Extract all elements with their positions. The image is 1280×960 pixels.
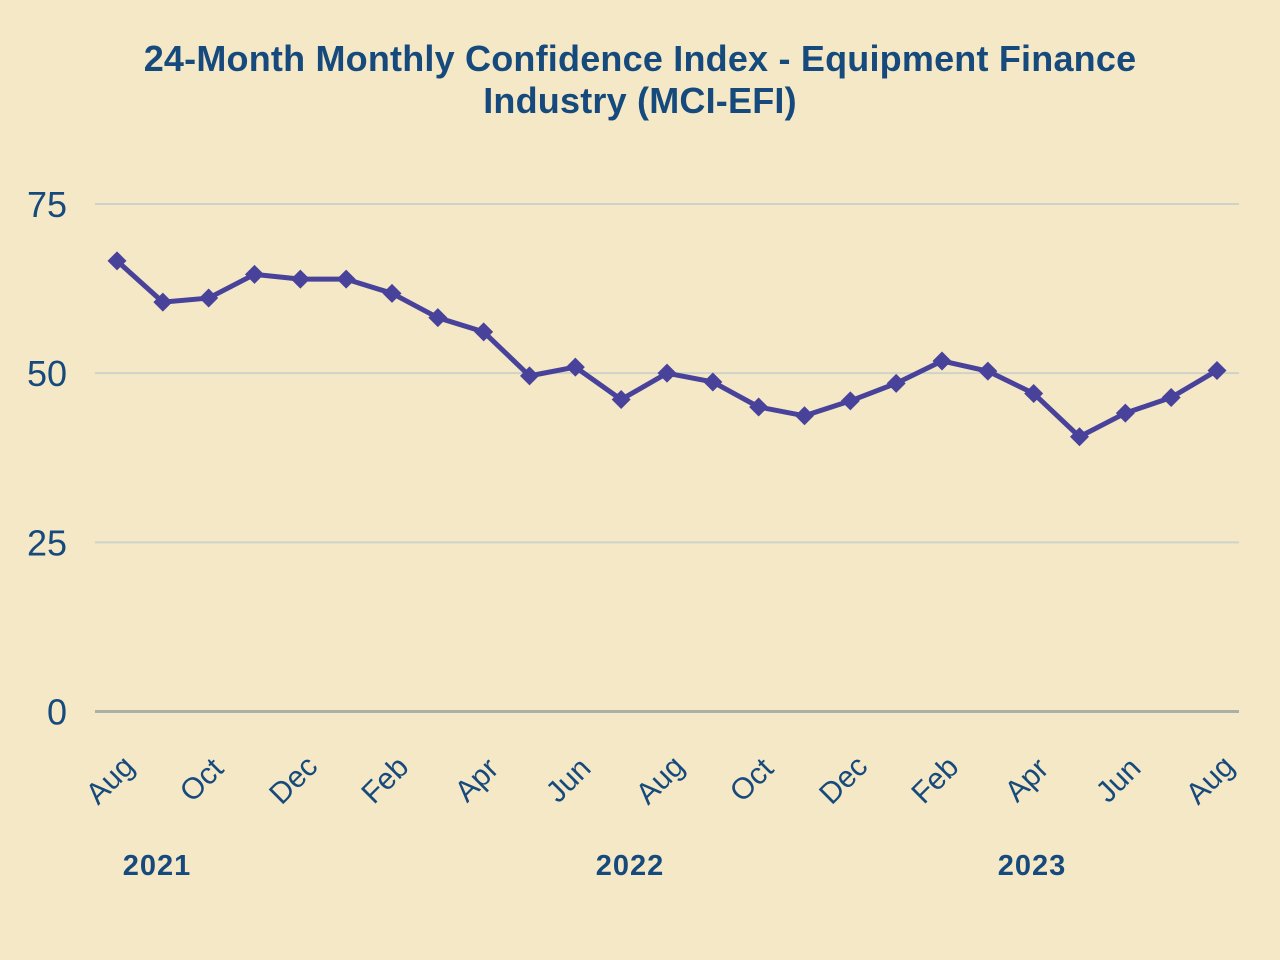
data-point-marker — [428, 308, 448, 328]
mci-efi-series-line — [114, 258, 1220, 440]
data-point-marker — [1069, 427, 1089, 447]
chart-title: 24-Month Monthly Confidence Index - Equi… — [0, 38, 1280, 122]
data-point-marker — [1115, 403, 1135, 423]
x-tick-label: Oct — [174, 752, 231, 809]
x-tick-label: Feb — [905, 750, 965, 810]
x-tick-label: Dec — [813, 750, 874, 811]
data-point-marker — [978, 361, 998, 381]
data-point-marker — [749, 397, 769, 417]
data-point-marker — [932, 351, 952, 371]
chart-title-line1: 24-Month Monthly Confidence Index - Equi… — [143, 38, 1137, 79]
data-point-marker — [703, 372, 723, 392]
x-tick-label: Feb — [355, 750, 415, 810]
data-point-marker — [1207, 360, 1227, 380]
data-point-marker — [886, 373, 906, 393]
y-tick-label-75: 75 — [27, 184, 67, 225]
data-point-marker — [1161, 388, 1181, 408]
x-tick-label: Oct — [724, 752, 781, 809]
data-point-marker — [794, 406, 814, 426]
x-tick-label: Dec — [263, 750, 324, 811]
data-point-marker — [107, 251, 127, 271]
y-tick-label-0: 0 — [47, 692, 67, 733]
y-tick-label-50: 50 — [27, 353, 67, 394]
data-point-marker — [290, 269, 310, 289]
y-tick-label-25: 25 — [27, 522, 67, 563]
x-tick-label: Jun — [1090, 752, 1148, 810]
data-point-marker — [474, 322, 494, 342]
data-point-marker — [657, 363, 677, 383]
data-point-marker — [1024, 383, 1044, 403]
x-tick-label: Aug — [1180, 750, 1241, 811]
data-point-marker — [611, 390, 631, 410]
x-tick-label: Aug — [80, 750, 141, 811]
x-tick-label: Apr — [449, 752, 505, 808]
data-point-marker — [519, 366, 539, 386]
x-tick-label: Aug — [630, 750, 691, 811]
data-point-marker — [244, 264, 264, 284]
x-tick-label: Apr — [999, 752, 1055, 808]
data-point-marker — [382, 283, 402, 303]
year-label-2021: 2021 — [123, 850, 192, 882]
data-point-marker — [199, 288, 219, 308]
year-label-2023: 2023 — [998, 850, 1067, 882]
data-point-marker — [153, 292, 173, 312]
year-label-2022: 2022 — [596, 850, 665, 882]
x-tick-label: Jun — [540, 752, 598, 810]
chart-title-line2: Industry (MCI-EFI) — [483, 79, 797, 121]
data-point-marker — [840, 391, 860, 411]
data-point-marker — [336, 269, 356, 289]
data-point-marker — [565, 357, 585, 377]
